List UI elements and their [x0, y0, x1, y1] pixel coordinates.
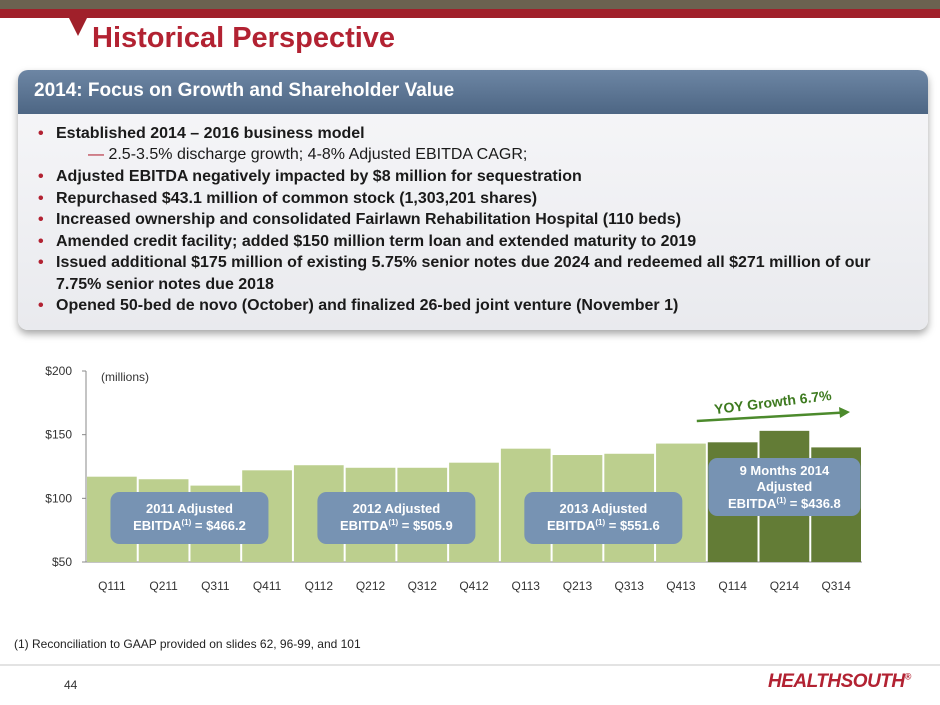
x-tick-label: Q214 — [770, 579, 800, 593]
title-notch — [69, 18, 87, 36]
bullet-item: Increased ownership and consolidated Fai… — [36, 209, 916, 231]
growth-arrow-line — [696, 411, 845, 423]
callout-amount: = $551.6 — [605, 518, 660, 533]
y-tick-label: $50 — [52, 555, 72, 569]
y-tick-label: $100 — [45, 491, 72, 505]
healthsouth-logo: HEALTHSOUTH® — [768, 671, 911, 693]
x-tick-label: Q213 — [563, 579, 593, 593]
x-tick-label: Q312 — [408, 579, 438, 593]
callout-line: 2013 Adjusted — [559, 501, 647, 516]
bullet-item: Amended credit facility; added $150 mill… — [36, 231, 916, 253]
summary-panel-heading: 2014: Focus on Growth and Shareholder Va… — [18, 70, 928, 114]
x-tick-label: Q113 — [511, 579, 540, 593]
callout-metric: EBITDA — [547, 518, 596, 533]
x-tick-label: Q314 — [821, 579, 851, 593]
callout-box — [524, 492, 683, 544]
callout-box — [708, 458, 861, 516]
logo-text: HEALTHSOUTH — [768, 671, 905, 692]
callout-footnote-ref: (1) — [388, 518, 398, 527]
callout-footnote-ref: (1) — [181, 518, 191, 527]
bullet-item: Established 2014 – 2016 business model — [36, 123, 916, 145]
x-tick-label: Q311 — [201, 579, 230, 593]
sub-bullet-text: 2.5-3.5% discharge growth; 4-8% Adjusted… — [108, 146, 528, 163]
footnote: (1) Reconciliation to GAAP provided on s… — [14, 637, 361, 651]
bullet-item: Adjusted EBITDA negatively impacted by $… — [36, 166, 916, 188]
x-tick-label: Q211 — [149, 579, 178, 593]
top-band — [0, 0, 940, 9]
callout-value-line: EBITDA(1) = $436.8 — [728, 496, 841, 511]
callout-amount: = $466.2 — [191, 518, 246, 533]
callout-footnote-ref: (1) — [776, 496, 786, 505]
bullet-list: Established 2014 – 2016 business model A… — [36, 123, 916, 317]
callout-box — [317, 492, 476, 544]
x-tick-label: Q212 — [356, 579, 386, 593]
x-tick-label: Q413 — [666, 579, 696, 593]
callout-value-line: EBITDA(1) = $505.9 — [340, 518, 453, 533]
callout-footnote-ref: (1) — [595, 518, 605, 527]
slide-title: Historical Perspective — [92, 22, 396, 54]
unit-label: (millions) — [101, 370, 149, 384]
x-tick-label: Q111 — [98, 579, 126, 593]
top-accent-band — [0, 9, 940, 18]
growth-arrow-head — [839, 407, 850, 418]
x-tick-label: Q412 — [459, 579, 489, 593]
footer-divider — [0, 664, 940, 666]
callout-metric: EBITDA — [728, 496, 777, 511]
ebitda-bar-chart: $50 $100 $150 $200 (millions) Q111 Q211 Q311 Q41… — [45, 364, 862, 593]
callout-line: 2012 Adjusted — [353, 501, 441, 516]
x-tick-label: Q114 — [718, 579, 747, 593]
callout-metric: EBITDA — [133, 518, 182, 533]
bullet-item: Opened 50-bed de novo (October) and fina… — [36, 295, 916, 317]
x-tick-label: Q313 — [615, 579, 645, 593]
y-tick-label: $150 — [45, 428, 72, 442]
y-tick-label: $200 — [45, 364, 72, 378]
bullet-item: Issued additional $175 million of existi… — [36, 252, 916, 295]
sub-bullet-dash: — — [88, 146, 104, 163]
page-number: 44 — [64, 678, 78, 692]
x-tick-label: Q112 — [305, 579, 334, 593]
callout-amount: = $436.8 — [786, 496, 841, 511]
callout-line: 2011 Adjusted — [146, 501, 233, 516]
callout-line: 9 Months 2014 — [740, 463, 830, 478]
callout-line: Adjusted — [757, 479, 813, 494]
logo-mark: ® — [904, 671, 912, 682]
callout-amount: = $505.9 — [398, 518, 453, 533]
callout-value-line: EBITDA(1) = $466.2 — [133, 518, 246, 533]
sub-bullet: — 2.5-3.5% discharge growth; 4-8% Adjust… — [88, 146, 527, 164]
x-tick-label: Q411 — [253, 579, 282, 593]
callout-value-line: EBITDA(1) = $551.6 — [547, 518, 660, 533]
growth-annotation: YOY Growth 6.7% — [713, 387, 833, 417]
panel-heading-text: 2014: Focus on Growth and Shareholder Va… — [34, 80, 455, 101]
callout-box — [110, 492, 269, 544]
callout-metric: EBITDA — [340, 518, 389, 533]
bullet-item: Repurchased $43.1 million of common stoc… — [36, 188, 916, 210]
